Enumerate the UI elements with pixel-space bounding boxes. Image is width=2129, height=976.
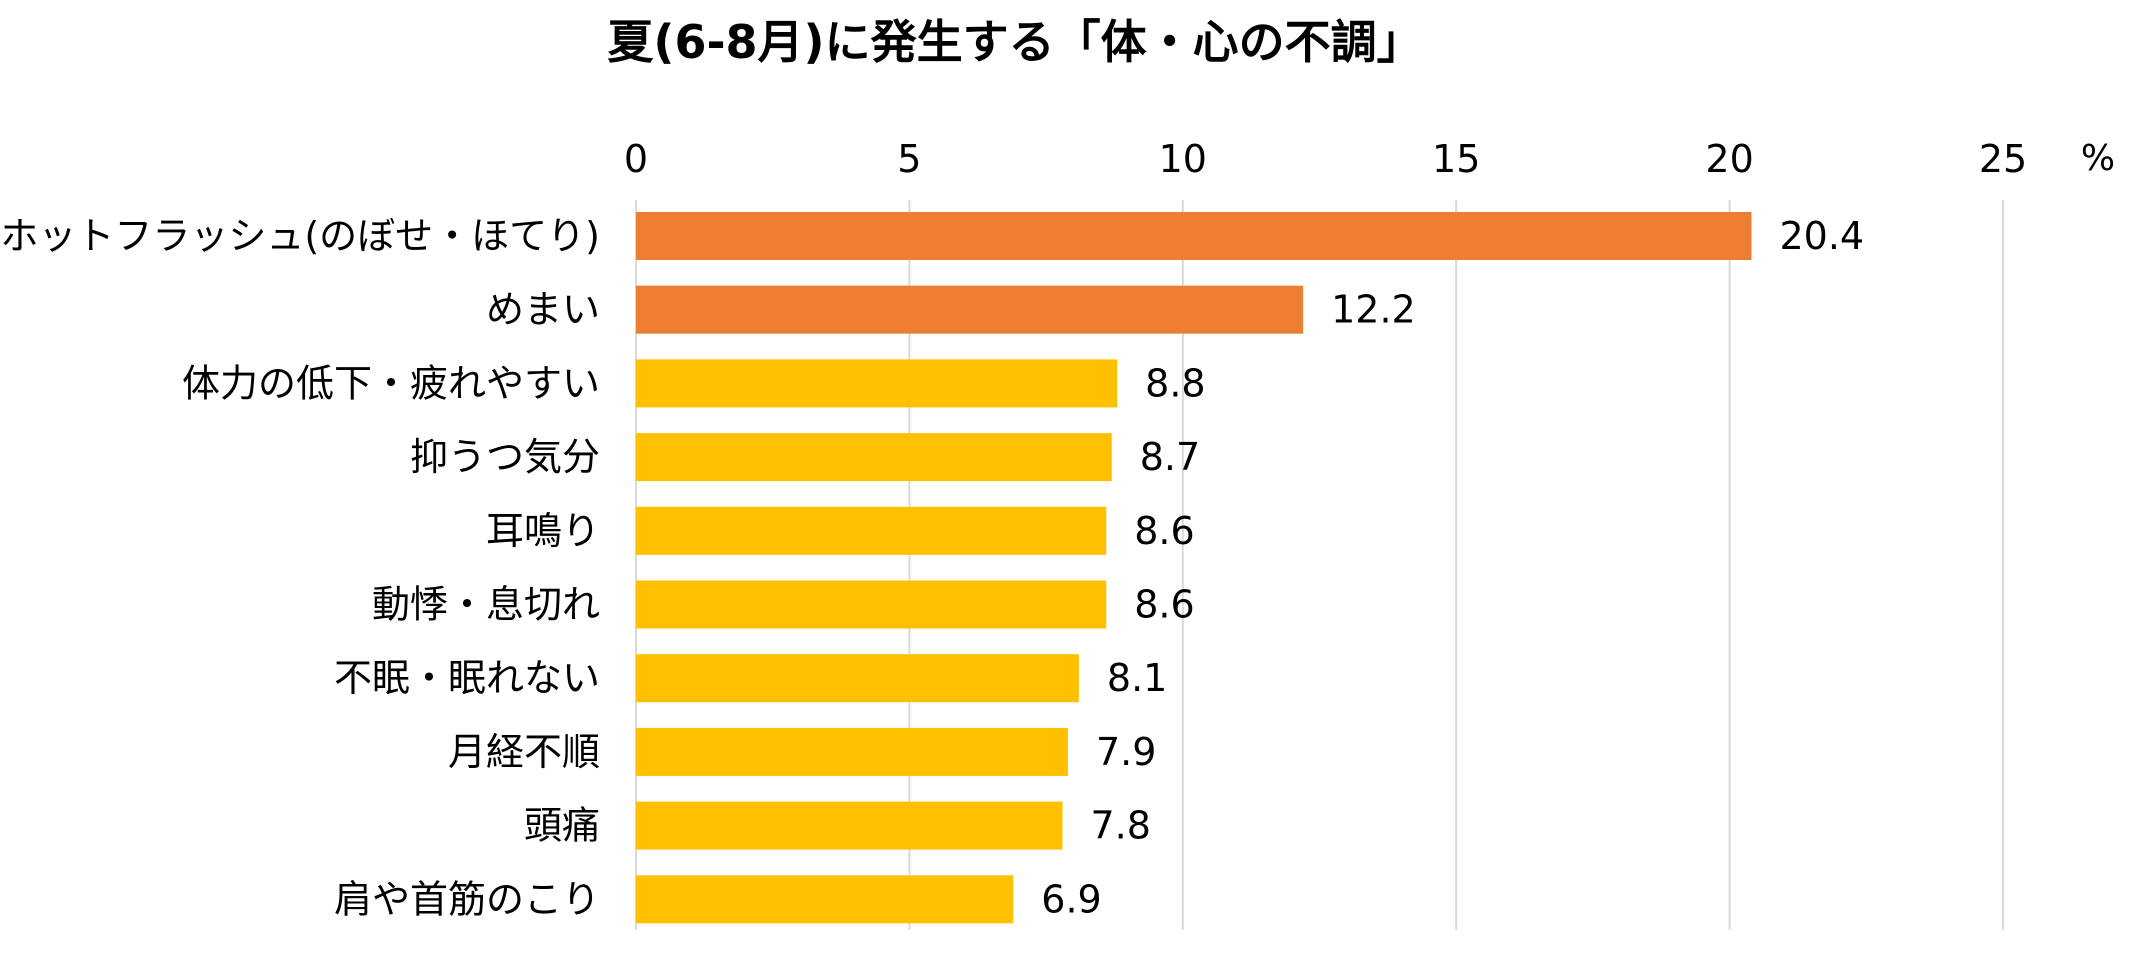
value-label: 6.9 (1041, 877, 1101, 921)
value-label: 8.6 (1134, 583, 1194, 627)
category-label: 不眠・眠れない (334, 656, 600, 700)
x-tick-label: 20 (1705, 137, 1753, 181)
x-tick-label: 25 (1979, 137, 2027, 181)
x-axis-unit-label: % (2081, 138, 2115, 179)
category-label: めまい (486, 288, 600, 332)
bar (636, 433, 1112, 482)
value-label: 8.8 (1145, 361, 1205, 405)
value-label: 7.8 (1091, 804, 1151, 848)
value-label: 8.6 (1134, 509, 1194, 553)
x-axis-ticks: 0 5 10 15 20 25 (624, 137, 2027, 181)
bar (636, 727, 1068, 776)
category-label: 耳鳴り (486, 509, 600, 553)
x-tick-label: 10 (1159, 137, 1207, 181)
chart-title: 夏(6-8月)に発生する「体・心の不調」 (607, 15, 1422, 69)
category-label: ホットフラッシュ(のぼせ・ほてり) (0, 214, 600, 258)
x-tick-label: 5 (897, 137, 921, 181)
bar (636, 801, 1063, 850)
bar (636, 506, 1107, 555)
value-label: 20.4 (1779, 214, 1864, 258)
bar (636, 359, 1118, 408)
category-label: 動悸・息切れ (372, 583, 600, 627)
value-label: 8.7 (1140, 435, 1200, 479)
bar (636, 285, 1304, 334)
bar (636, 580, 1107, 629)
category-label: 頭痛 (524, 804, 600, 848)
category-label: 肩や首筋のこり (334, 877, 600, 921)
value-labels: 20.4 12.2 8.8 8.7 8.6 8.6 8.1 7.9 7.8 6.9 (1041, 214, 1864, 921)
category-labels: ホットフラッシュ(のぼせ・ほてり) めまい体力の低下・疲れやすい抑うつ気分耳鳴り動… (0, 214, 600, 921)
category-label: 体力の低下・疲れやすい (182, 361, 600, 405)
value-label: 7.9 (1096, 730, 1156, 774)
bar (636, 212, 1752, 260)
value-label: 8.1 (1107, 656, 1167, 700)
bar (636, 654, 1079, 703)
bar (636, 875, 1014, 924)
x-tick-label: 0 (624, 137, 648, 181)
x-tick-label: 15 (1432, 137, 1480, 181)
category-label: 月経不順 (448, 730, 600, 774)
category-label: 抑うつ気分 (410, 435, 600, 479)
bars (636, 212, 1752, 924)
value-label: 12.2 (1331, 288, 1416, 332)
